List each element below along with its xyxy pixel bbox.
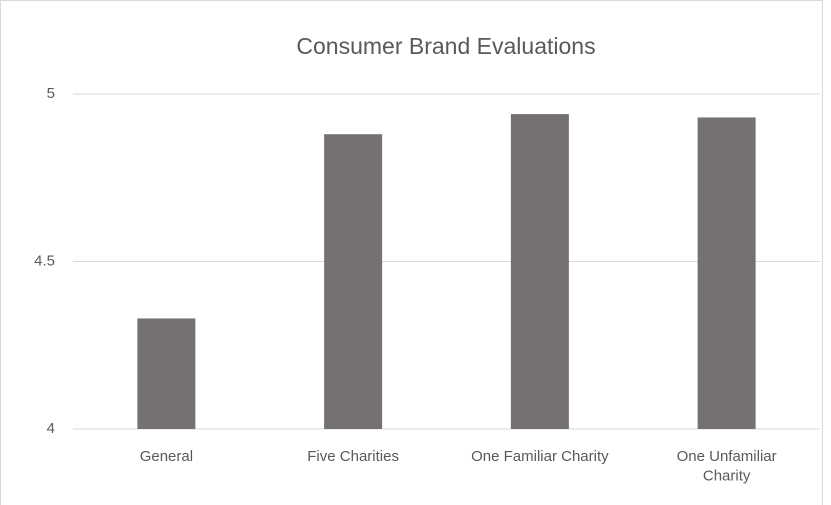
y-tick-label: 5 <box>47 85 55 102</box>
bar <box>137 318 196 429</box>
y-tick-label: 4.5 <box>34 252 55 269</box>
x-tick-label: One Unfamiliar Charity <box>677 448 777 485</box>
y-tick-label: 4 <box>47 420 55 437</box>
bar <box>324 134 383 429</box>
bar <box>510 114 569 429</box>
x-tick-label: One Familiar Charity <box>471 448 609 465</box>
x-tick-label: General <box>140 448 193 465</box>
x-tick-label: Five Charities <box>307 448 399 465</box>
chart-title: Consumer Brand Evaluations <box>296 33 595 59</box>
bar <box>697 117 756 429</box>
